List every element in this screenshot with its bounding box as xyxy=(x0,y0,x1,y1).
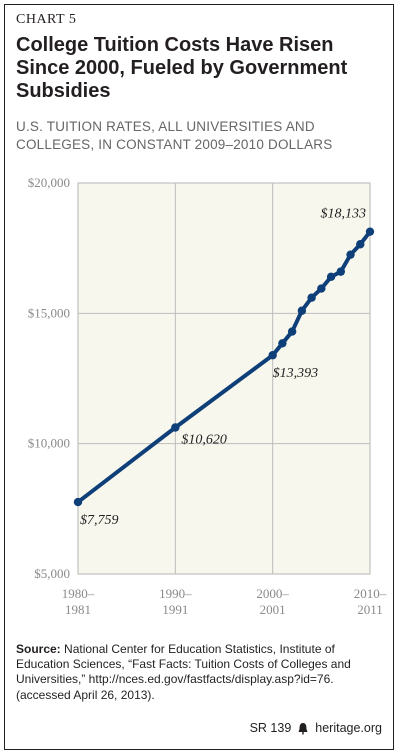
report-number: SR 139 xyxy=(249,721,292,735)
footer: SR 139 heritage.org xyxy=(250,721,382,735)
data-point xyxy=(268,351,277,360)
x-tick-label: 2010– xyxy=(354,586,387,601)
y-tick-label: $15,000 xyxy=(28,305,70,320)
y-tick-label: $10,000 xyxy=(28,436,70,451)
x-tick-label: 1981 xyxy=(65,602,91,617)
source-note: Source: National Center for Education St… xyxy=(16,642,381,703)
data-point xyxy=(336,267,345,276)
chart-title: College Tuition Costs Have Risen Since 2… xyxy=(16,34,348,102)
x-tick-label: 2000– xyxy=(256,586,289,601)
data-point xyxy=(297,306,307,315)
source-text: National Center for Education Statistics… xyxy=(16,642,351,702)
data-point xyxy=(356,240,365,249)
line-chart: $5,000 $10,000 $15,000 $20,000 1980–1981 1990… xyxy=(28,175,387,617)
data-label: $7,759 xyxy=(80,513,119,528)
x-tick-label: 1980– xyxy=(62,586,95,601)
data-point xyxy=(73,497,83,507)
data-point xyxy=(307,293,316,302)
chart-number: CHART 5 xyxy=(16,12,77,27)
data-point xyxy=(326,272,336,282)
liberty-bell-icon xyxy=(298,722,308,734)
x-tick-label: 2011 xyxy=(357,602,383,617)
data-point xyxy=(171,423,180,432)
x-tick-label: 1990– xyxy=(159,586,192,601)
chart-subtitle: U.S. TUITION RATES, ALL UNIVERSITIES AND… xyxy=(16,119,333,152)
y-tick-label: $20,000 xyxy=(28,175,70,190)
data-point xyxy=(317,284,326,293)
site-link[interactable]: heritage.org xyxy=(315,721,382,735)
data-point xyxy=(365,227,375,236)
data-label: $10,620 xyxy=(181,433,227,448)
data-point xyxy=(278,339,287,348)
plot-area xyxy=(77,182,371,575)
x-tick-label: 2001 xyxy=(260,602,286,617)
data-point xyxy=(346,250,355,259)
y-tick-label: $5,000 xyxy=(34,566,70,581)
data-point xyxy=(287,327,297,336)
data-label: $13,393 xyxy=(273,366,319,381)
x-tick-label: 1991 xyxy=(162,602,188,617)
data-label: $18,133 xyxy=(321,207,367,222)
source-label: Source: xyxy=(16,642,61,656)
